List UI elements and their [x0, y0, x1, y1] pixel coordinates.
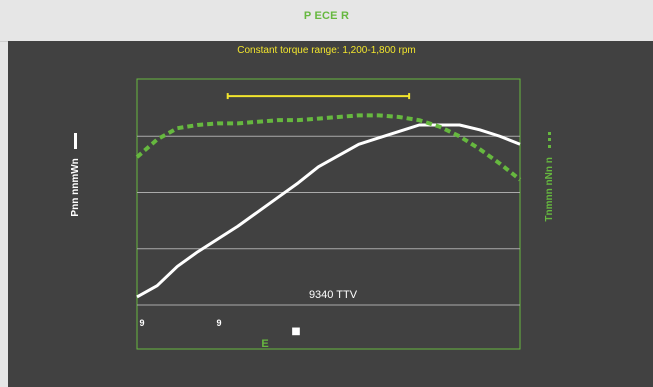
left-axis-label-text: Pnn nnmWn: [70, 158, 81, 217]
x-axis-label: E: [261, 338, 268, 350]
plot-frame: [136, 78, 521, 350]
right-axis-label: Tnmnn nNn n: [544, 107, 560, 247]
right-axis-label-text: Tnmnn nNn n: [544, 157, 555, 222]
annotation-label: 9340 TTV: [309, 289, 358, 301]
right-axis-legend-line: [547, 132, 551, 149]
torque-range-bar: [226, 93, 411, 100]
chart-title: Constant torque range: 1,200-1,800 rpm: [237, 45, 416, 56]
power-series-line: [136, 123, 521, 299]
x-tick-label-2: 9: [216, 318, 221, 328]
x-tick-label-1: 9: [139, 318, 144, 328]
legend-marker: ■: [291, 326, 300, 337]
left-axis-label: Pnn nnmWn: [70, 105, 86, 245]
torque-series-line: [135, 113, 522, 182]
left-axis-legend-line: [73, 133, 77, 150]
header-title: P ECE R: [303, 10, 350, 22]
chart-panel: [8, 41, 653, 387]
series-group: [135, 113, 522, 299]
